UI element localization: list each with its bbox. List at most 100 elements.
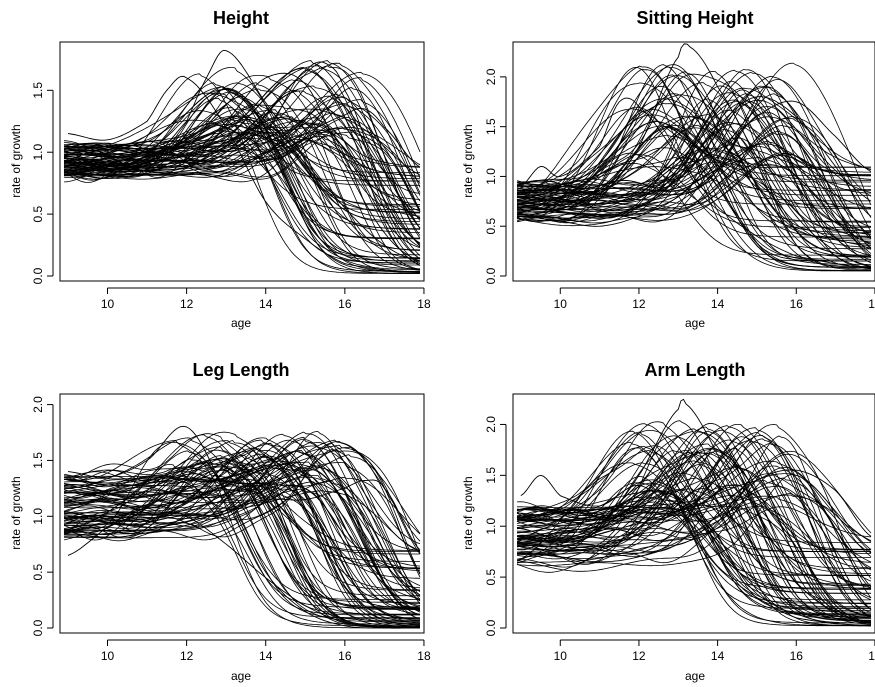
growth-curve xyxy=(63,92,420,174)
growth-curve xyxy=(64,486,420,625)
growth-curve xyxy=(517,74,871,271)
growth-curve xyxy=(517,447,872,555)
growth-curve xyxy=(63,475,421,601)
growth-curve xyxy=(63,126,421,229)
y-tick-label: 0.0 xyxy=(31,619,45,636)
y-tick-label: 1.0 xyxy=(484,168,498,185)
x-tick-label: 10 xyxy=(101,649,115,663)
plot-frame xyxy=(59,41,425,282)
growth-curve xyxy=(516,466,872,624)
curve-group xyxy=(516,43,872,272)
growth-curve xyxy=(516,450,871,616)
x-tick-label: 18 xyxy=(417,297,431,311)
growth-curve xyxy=(516,479,871,601)
growth-curve xyxy=(516,488,871,552)
growth-curve xyxy=(67,479,421,551)
growth-curve xyxy=(520,97,872,269)
growth-curve xyxy=(63,65,421,247)
growth-curve xyxy=(63,454,421,534)
growth-curve xyxy=(67,425,420,629)
x-tick-label: 10 xyxy=(554,297,568,311)
y-tick-label: 1.5 xyxy=(31,82,45,99)
growth-curve xyxy=(63,487,421,611)
x-tick-label: 16 xyxy=(790,297,804,311)
growth-curve xyxy=(63,86,420,229)
growth-curve xyxy=(64,484,421,611)
growth-curve xyxy=(516,460,871,570)
growth-curve xyxy=(63,445,421,545)
growth-curve xyxy=(520,474,872,627)
y-tick-label: 1.0 xyxy=(31,508,45,525)
growth-curve xyxy=(516,93,872,268)
x-tick-label: 16 xyxy=(338,297,352,311)
growth-curve xyxy=(516,501,871,608)
growth-curve xyxy=(63,97,420,274)
growth-curve xyxy=(520,100,872,227)
y-tick-label: 1.0 xyxy=(484,518,498,535)
growth-curve xyxy=(516,420,871,627)
growth-curve xyxy=(516,488,871,586)
y-axis: 0.0 0.5 1.0 1.5 2.0 xyxy=(484,68,507,284)
growth-curve xyxy=(63,473,420,623)
y-axis-label: rate of growth xyxy=(9,124,23,197)
growth-curve xyxy=(63,464,421,620)
y-axis-label: rate of growth xyxy=(461,476,475,549)
growth-curve xyxy=(516,435,871,576)
growth-curve xyxy=(516,472,871,585)
growth-curve xyxy=(516,152,871,256)
growth-curve xyxy=(520,469,872,563)
growth-curve xyxy=(516,94,871,240)
y-tick-label: 2.0 xyxy=(484,68,498,85)
growth-curve xyxy=(516,89,872,227)
growth-curve xyxy=(64,457,420,555)
y-tick-label: 2.0 xyxy=(484,416,498,433)
curve-group xyxy=(63,49,421,274)
x-axis-label: age xyxy=(685,316,705,330)
x-axis-label: age xyxy=(231,316,251,330)
chart-title: Sitting Height xyxy=(637,8,754,28)
growth-curve xyxy=(63,86,420,259)
growth-curve xyxy=(516,453,872,572)
growth-curve xyxy=(516,101,872,261)
plot-frame xyxy=(512,393,875,634)
y-tick-label: 0.5 xyxy=(31,563,45,580)
x-tick-label: 12 xyxy=(180,649,194,663)
growth-curve xyxy=(516,64,871,262)
growth-curve xyxy=(67,504,421,629)
y-tick-label: 2.0 xyxy=(31,396,45,413)
growth-curve xyxy=(63,450,420,620)
growth-curve xyxy=(68,61,421,246)
y-tick-label: 0.5 xyxy=(484,218,498,235)
growth-curve xyxy=(63,122,421,168)
growth-curve xyxy=(63,117,420,270)
growth-curve xyxy=(63,138,421,200)
growth-curve xyxy=(63,103,421,202)
growth-curve xyxy=(67,49,421,262)
growth-curve xyxy=(63,437,420,615)
y-axis-label: rate of growth xyxy=(461,124,475,197)
y-tick-label: 0.0 xyxy=(484,619,498,636)
growth-curve xyxy=(516,495,872,611)
growth-curve xyxy=(516,465,872,568)
growth-curve xyxy=(516,421,871,618)
growth-curve xyxy=(516,103,871,233)
x-axis-label: age xyxy=(231,669,251,683)
growth-curve xyxy=(516,99,872,247)
y-tick-label: 0.0 xyxy=(484,267,498,284)
growth-curve xyxy=(516,473,872,590)
growth-curve xyxy=(516,156,871,268)
y-tick-label: 1.0 xyxy=(31,144,45,161)
y-axis-label: rate of growth xyxy=(9,476,23,549)
panel-sitting-height: Sitting Height 10 12 14 16 18 0.0 0.5 1.0 1.5 2.… xyxy=(461,8,875,330)
growth-curve xyxy=(63,443,421,597)
y-tick-label: 1.5 xyxy=(31,452,45,469)
growth-curve xyxy=(63,458,420,600)
y-axis: 0.0 0.5 1.0 1.5 2.0 xyxy=(484,416,507,636)
x-axis: 10 12 14 16 18 xyxy=(101,639,431,663)
growth-curve xyxy=(516,82,871,209)
growth-curve xyxy=(520,398,872,624)
growth-curve xyxy=(63,482,421,621)
x-tick-label: 14 xyxy=(711,649,725,663)
growth-curve xyxy=(517,121,871,212)
growth-curve xyxy=(64,116,420,256)
